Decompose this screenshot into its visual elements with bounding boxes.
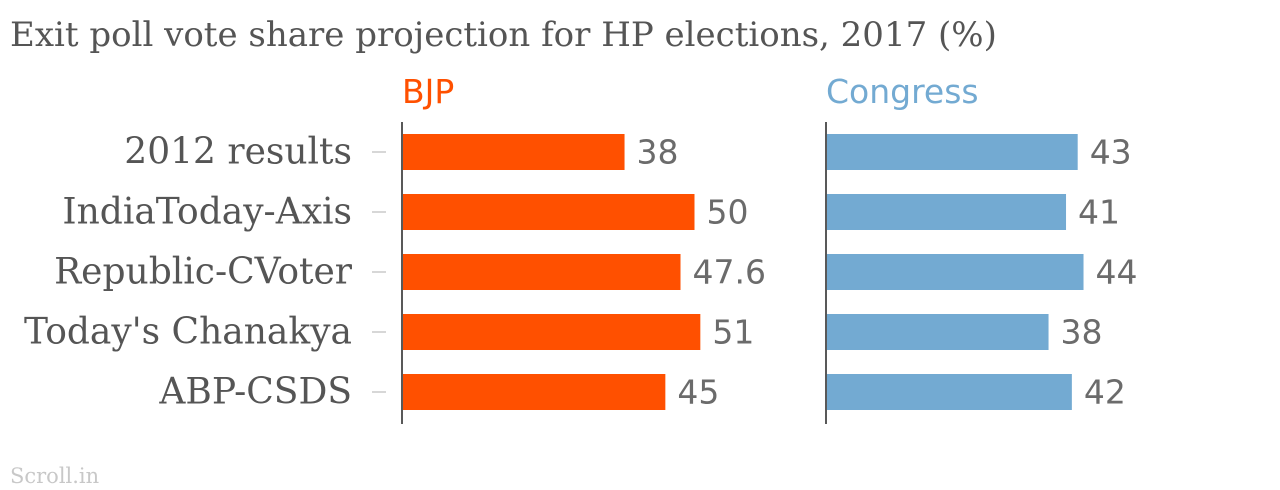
data-label-bjp-2012-results: 38 xyxy=(637,133,679,172)
data-label-congress-2012-results: 43 xyxy=(1090,133,1132,172)
bar-congress-indiatoday-axis xyxy=(827,194,1067,230)
data-label-congress-abp-csds: 42 xyxy=(1084,373,1126,412)
category-labels: 2012 results IndiaToday-Axis Republic-CVot… xyxy=(24,132,386,413)
chart-title: Exit poll vote share projection for HP e… xyxy=(10,15,997,55)
data-label-bjp-abp-csds: 45 xyxy=(677,373,719,412)
panel-congress: Congress 43 41 44 38 42 xyxy=(825,72,1138,424)
data-label-bjp-today-s-chanakya: 51 xyxy=(712,313,754,352)
bar-congress-today-s-chanakya xyxy=(827,314,1049,350)
category-label-republic-cvoter: Republic-CVoter xyxy=(54,252,353,293)
bar-congress-abp-csds xyxy=(827,374,1072,410)
data-label-bjp-indiatoday-axis: 50 xyxy=(707,193,749,232)
category-label-indiatoday-axis: IndiaToday-Axis xyxy=(62,192,352,233)
bar-bjp-2012-results xyxy=(403,134,625,170)
category-label-today-s-chanakya: Today's Chanakya xyxy=(24,312,352,353)
bar-bjp-indiatoday-axis xyxy=(403,194,695,230)
data-label-congress-republic-cvoter: 44 xyxy=(1096,253,1138,292)
chart-panels: BJP 38 50 47.6 51 45 Congress 43 41 44 38 42 xyxy=(401,72,1138,424)
bar-congress-republic-cvoter xyxy=(827,254,1084,290)
bar-bjp-abp-csds xyxy=(403,374,666,410)
panel-bjp: BJP 38 50 47.6 51 45 xyxy=(401,72,766,424)
series-title-congress: Congress xyxy=(826,72,979,111)
source-label: Scroll.in xyxy=(10,464,99,488)
bar-bjp-republic-cvoter xyxy=(403,254,681,290)
data-label-congress-indiatoday-axis: 41 xyxy=(1078,193,1120,232)
data-label-congress-today-s-chanakya: 38 xyxy=(1061,313,1103,352)
category-label-abp-csds: ABP-CSDS xyxy=(158,372,352,413)
bar-bjp-today-s-chanakya xyxy=(403,314,701,350)
bar-congress-2012-results xyxy=(827,134,1078,170)
category-label-2012-results: 2012 results xyxy=(124,132,352,173)
series-title-bjp: BJP xyxy=(402,72,454,111)
data-label-bjp-republic-cvoter: 47.6 xyxy=(693,253,766,292)
